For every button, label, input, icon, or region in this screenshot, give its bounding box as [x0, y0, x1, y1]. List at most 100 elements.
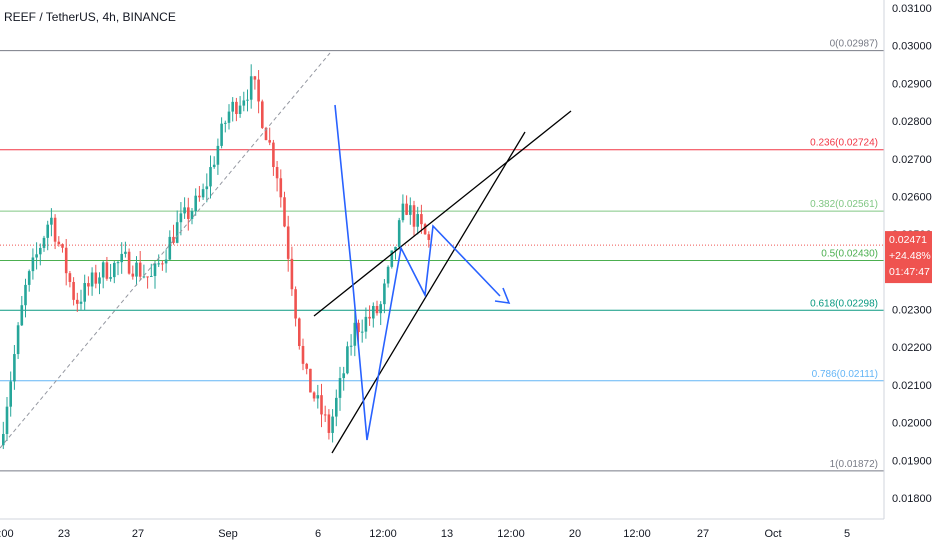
candle-body — [83, 283, 86, 302]
candle-body — [205, 186, 209, 190]
time-tick-label: :00 — [0, 528, 14, 540]
upper-trend-line[interactable] — [313, 110, 572, 317]
price-tick-label: 0.01900 — [892, 455, 932, 467]
time-tick-label: 27 — [132, 528, 144, 540]
candle-body — [357, 322, 360, 333]
candle-body — [412, 205, 416, 227]
last-price-change: +24.48% — [889, 250, 931, 262]
candle-body — [261, 101, 264, 128]
candle-body — [190, 211, 194, 219]
user-drawings[interactable] — [0, 52, 572, 454]
candles — [2, 64, 431, 450]
candle-body — [290, 258, 294, 290]
candle-body — [320, 395, 323, 415]
candle-body — [298, 318, 301, 347]
candle-body — [346, 346, 349, 374]
candle-body — [164, 259, 168, 264]
candle-body — [168, 236, 172, 260]
candle-body — [20, 305, 24, 326]
price-tick-label: 0.02800 — [892, 116, 932, 128]
time-tick-label: Oct — [764, 528, 781, 540]
wave-projection-path[interactable] — [334, 104, 501, 441]
candle-body — [264, 127, 268, 141]
candle-body — [187, 207, 190, 219]
candle-body — [50, 217, 53, 225]
last-price-badge: 0.02471 +24.48% 01:47:47 — [885, 231, 932, 284]
candle-body — [9, 381, 12, 407]
price-tick-label: 0.02700 — [892, 154, 932, 166]
candle-body — [309, 368, 312, 393]
candle-body — [142, 276, 146, 278]
symbol-title[interactable]: REEF / TetherUS, 4h, BINANCE — [4, 10, 176, 24]
candle-body — [427, 234, 431, 240]
candle-body — [116, 262, 120, 264]
last-price-badge-bg — [885, 231, 932, 284]
time-tick-label: 23 — [58, 528, 70, 540]
candle-body — [68, 273, 72, 282]
fibonacci-retracement[interactable]: 0(0.02987) 0.236(0.02724) 0.382(0.02561) 0.… — [0, 39, 884, 472]
candle-body — [335, 397, 338, 417]
price-tick-label: 0.02900 — [892, 78, 932, 90]
fib-level-label: 0.5(0.02430) — [821, 249, 878, 260]
candle-body — [138, 262, 142, 277]
candle-body — [275, 167, 279, 179]
candle-body — [394, 246, 397, 251]
candle-body — [90, 272, 94, 287]
price-tick-label: 0.01800 — [892, 493, 932, 505]
price-tick-label: 0.02000 — [892, 418, 932, 430]
candle-body — [379, 304, 382, 314]
candle-body — [175, 222, 179, 243]
candle-body — [242, 100, 246, 106]
candle-body — [409, 205, 412, 215]
candle-body — [101, 262, 105, 278]
candle-body — [253, 76, 257, 80]
candle-body — [79, 301, 83, 304]
candle-body — [120, 253, 123, 263]
candle-body — [201, 189, 205, 198]
candle-body — [342, 373, 345, 379]
fib-trend-line[interactable] — [0, 52, 331, 449]
fib-level-label: 0.382(0.02561) — [810, 199, 878, 210]
candle-body — [179, 213, 183, 223]
candle-body — [35, 254, 38, 258]
candle-body — [301, 346, 305, 364]
candle-body — [375, 305, 379, 314]
projection-arrow-head — [494, 287, 511, 304]
candle-countdown: 01:47:47 — [889, 266, 930, 278]
chart-pane[interactable] — [0, 0, 884, 519]
candle-body — [113, 262, 116, 278]
fib-level-label: 1(0.01872) — [830, 459, 878, 470]
time-tick-label: 27 — [697, 528, 709, 540]
candle-body — [24, 284, 27, 306]
candle-body — [172, 236, 175, 243]
candle-body — [72, 281, 75, 300]
candle-body — [27, 271, 31, 285]
candle-body — [57, 241, 61, 245]
candle-body — [283, 197, 286, 227]
time-axis[interactable]: :00 23 27 Sep 6 12:00 13 12:00 20 12:00 27 Oct 5 — [0, 528, 850, 540]
candle-body — [16, 325, 20, 355]
lower-trend-line[interactable] — [331, 131, 526, 454]
candle-body — [212, 164, 216, 168]
candle-body — [131, 273, 135, 277]
candle-body — [31, 257, 35, 272]
candle-body — [13, 354, 16, 382]
candle-body — [390, 250, 394, 267]
candle-body — [231, 101, 234, 112]
candle-body — [312, 392, 316, 399]
candle-body — [349, 345, 353, 347]
candle-body — [161, 263, 164, 265]
candle-body — [323, 414, 327, 416]
candle-body — [146, 276, 149, 278]
price-tick-label: 0.02100 — [892, 380, 932, 392]
time-tick-label: 13 — [441, 528, 453, 540]
candle-body — [220, 123, 223, 146]
candle-body — [360, 331, 364, 333]
candle-body — [420, 214, 423, 225]
candle-body — [401, 203, 405, 221]
time-tick-label: 12:00 — [497, 528, 525, 540]
candle-body — [397, 220, 401, 247]
price-tick-label: 0.03000 — [892, 41, 932, 53]
candle-body — [53, 217, 57, 242]
